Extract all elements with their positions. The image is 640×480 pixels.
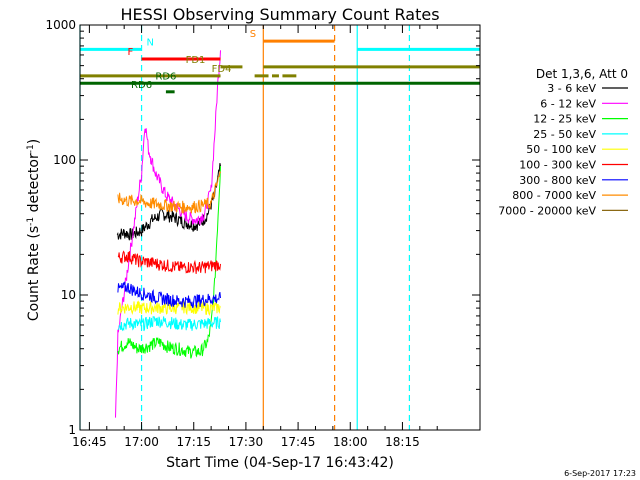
legend-title: Det 1,3,6, Att 0 [536, 67, 628, 81]
y-tick-label: 1 [68, 423, 76, 437]
x-tick-label: 17:45 [281, 435, 316, 449]
legend: Det 1,3,6, Att 0 3 - 6 keV 6 - 12 keV 12 -… [498, 67, 628, 217]
x-tick-label: 18:00 [333, 435, 368, 449]
legend-entry-label: 6 - 12 keV [540, 97, 596, 110]
axes: 16:45 17:00 17:15 17:30 17:45 18:00 18:15 1 10 10… [45, 18, 481, 449]
y-tick-label: 1000 [45, 18, 76, 32]
series-line [117, 250, 221, 274]
y-tick-label: 10 [61, 288, 76, 302]
series-line [115, 50, 221, 418]
flag-label: N [147, 37, 154, 48]
flag-label: S [250, 29, 256, 40]
x-axis-label: Start Time (04-Sep-17 16:43:42) [166, 455, 394, 471]
flag-label: F [128, 47, 134, 58]
series-line [117, 315, 221, 332]
flag-label: FD1 [186, 55, 206, 66]
legend-entry-label: 7000 - 20000 keV [498, 204, 596, 217]
axes-frame [79, 24, 481, 431]
legend-entry-label: 3 - 6 keV [547, 82, 596, 95]
x-tick-label: 17:00 [124, 435, 159, 449]
flag-label: RD6 [155, 71, 176, 82]
footer-date: 6-Sep-2017 17:23 [564, 469, 636, 478]
legend-entry-label: 800 - 7000 keV [512, 189, 596, 202]
x-tick-label: 17:30 [229, 435, 264, 449]
y-axis-label: Count Rate (s-1 detector-1) [26, 139, 42, 321]
legend-entry-label: 100 - 300 keV [519, 159, 596, 172]
legend-entry-label: 50 - 100 keV [526, 143, 596, 156]
flag-label: RD6 [131, 80, 152, 91]
x-tick-label: 18:15 [385, 435, 420, 449]
series-line [117, 171, 221, 214]
series-line [117, 281, 221, 309]
flag-label: FD4 [212, 64, 232, 75]
legend-entry-label: 12 - 25 keV [533, 113, 596, 126]
y-tick-label: 100 [53, 153, 76, 167]
legend-entry-label: 25 - 50 keV [533, 128, 596, 141]
chart-title: HESSI Observing Summary Count Rates [120, 5, 439, 24]
series-line [117, 300, 221, 317]
plot-area [79, 25, 410, 430]
series-line [117, 166, 221, 359]
x-tick-label: 16:45 [72, 435, 107, 449]
legend-entry-label: 300 - 800 keV [519, 174, 596, 187]
x-tick-label: 17:15 [176, 435, 211, 449]
